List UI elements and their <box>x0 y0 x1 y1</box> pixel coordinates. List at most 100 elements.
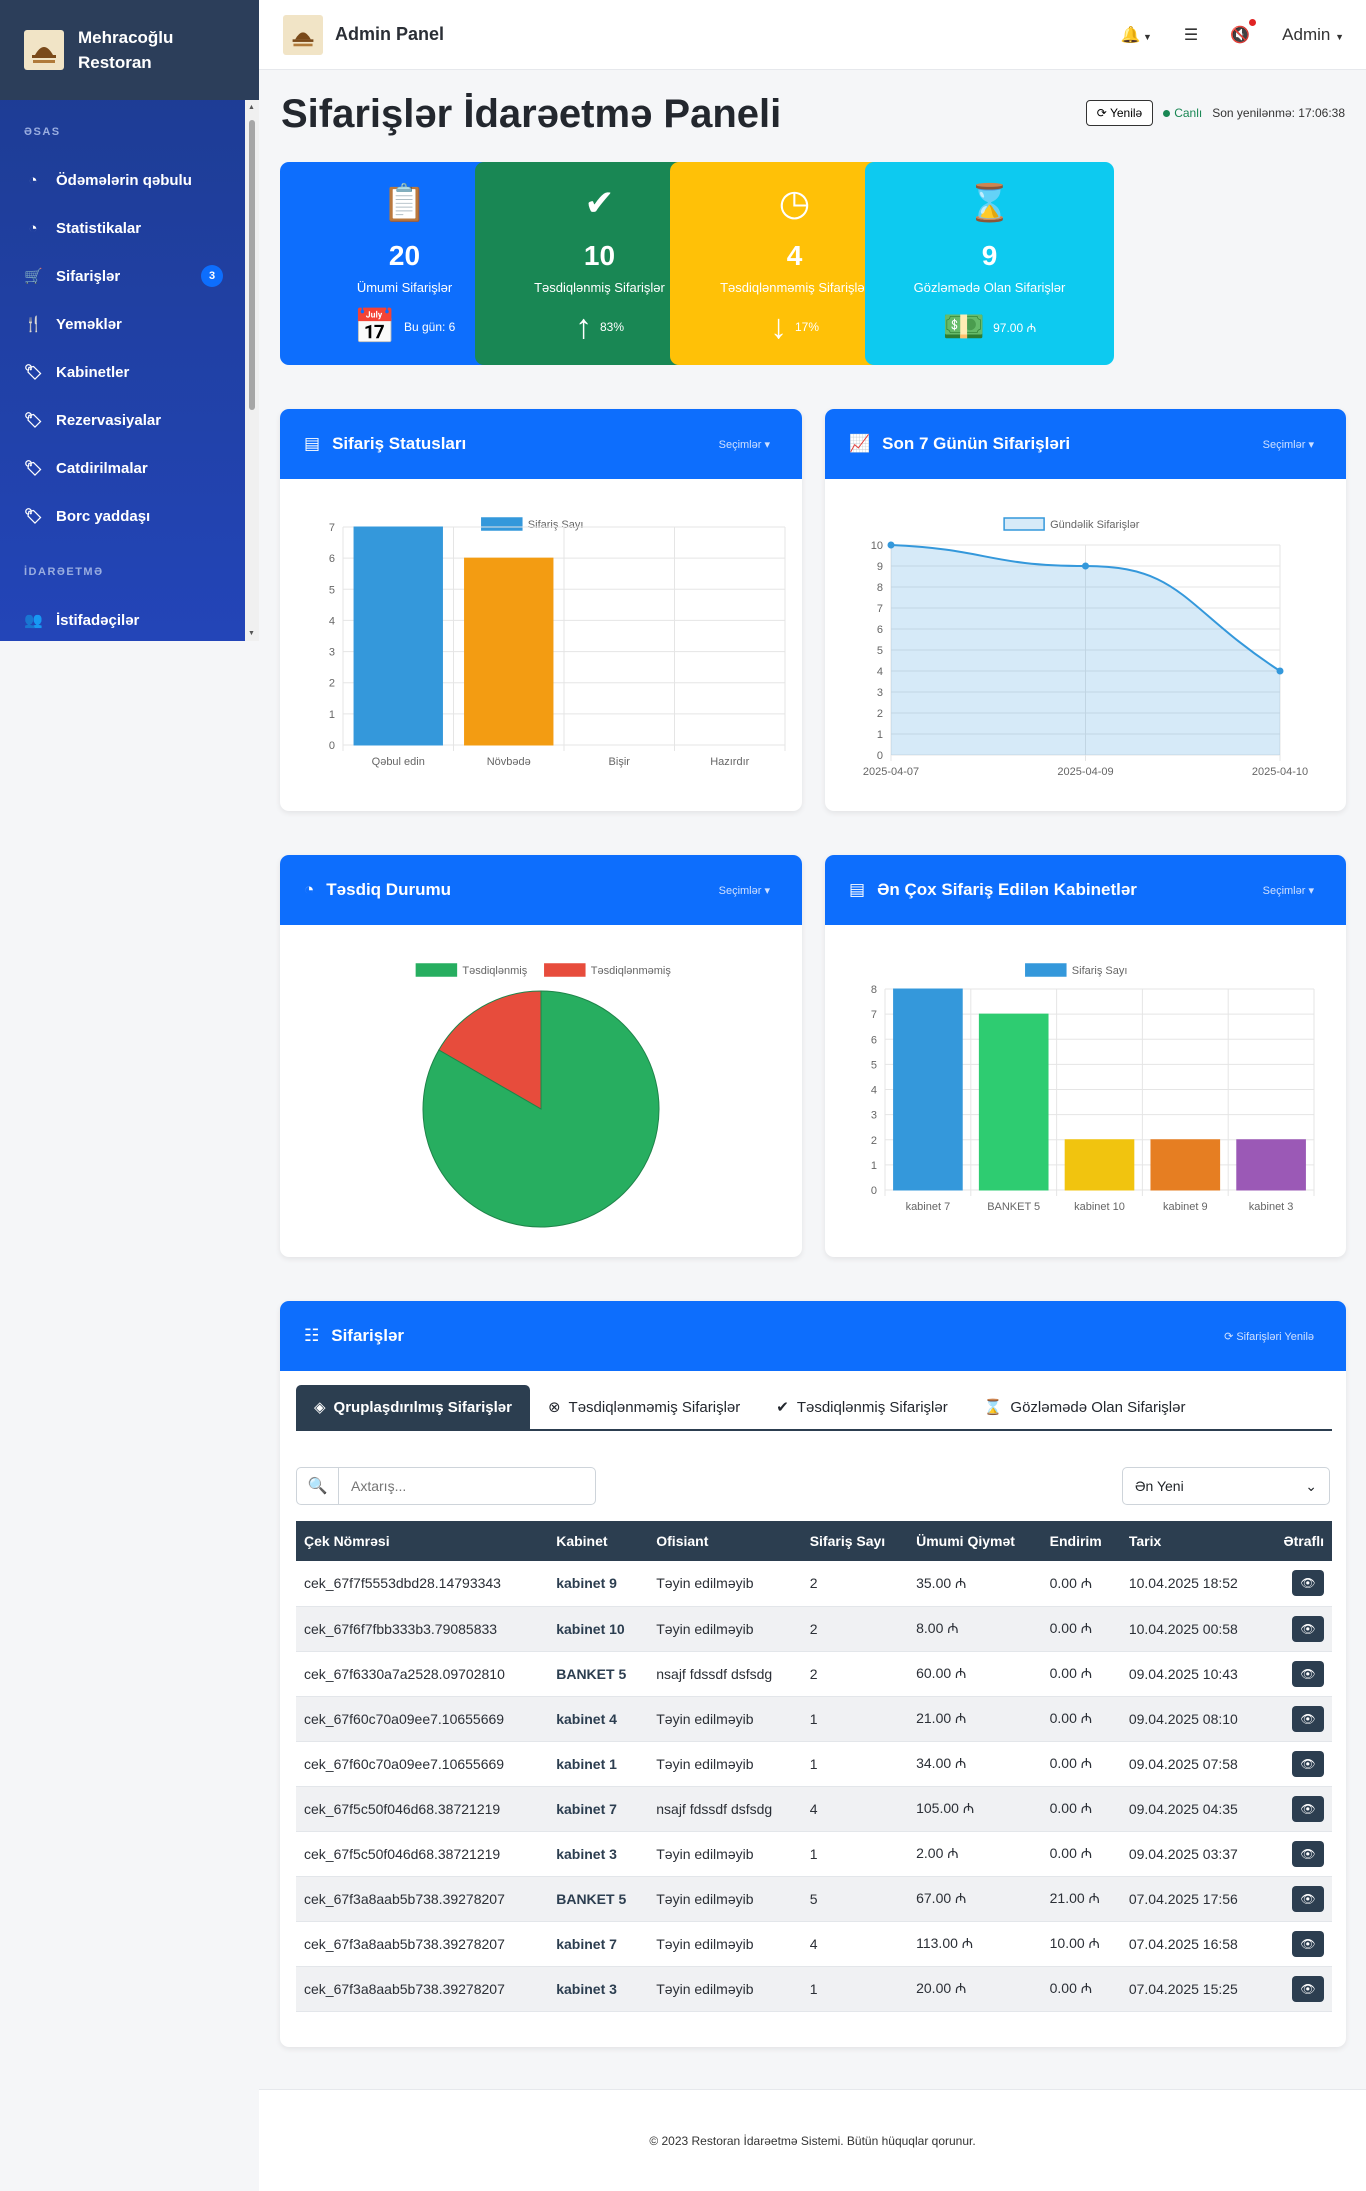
y-tick-label: 5 <box>871 1059 877 1071</box>
pie-slice <box>422 990 660 1228</box>
tab-unapproved-orders[interactable]: ⊗ Təsdiqlənməmiş Sifarişlər <box>547 1398 741 1417</box>
panel-header: ▤ Ən Çox Sifariş Edilən Kabinetlər Seçim… <box>825 855 1346 925</box>
y-tick-label: 4 <box>877 666 883 678</box>
table-row[interactable]: cek_67f5c50f046d68.38721219 kabinet 7 nsaj… <box>296 1786 1332 1832</box>
table-row[interactable]: cek_67f5c50f046d68.38721219 kabinet 3 Təyi… <box>296 1831 1332 1877</box>
user-menu[interactable]: Admin ▼ <box>1282 25 1344 45</box>
data-point <box>887 541 895 549</box>
bell-icon: 🔔 <box>1120 27 1141 44</box>
eye-icon: 👁 <box>1300 1576 1316 1591</box>
view-details-button[interactable]: 👁 <box>1292 1885 1324 1912</box>
money-bill-icon: 💵 <box>942 308 986 346</box>
sidebar-scrollbar[interactable]: ▲ ▼ <box>245 100 259 641</box>
sidebar-brand[interactable]: Mehracoğlu Restoran <box>0 0 259 100</box>
date-cell: 07.04.2025 15:25 <box>1120 1966 1267 2012</box>
eye-icon: 👁 <box>1300 1756 1316 1771</box>
table-row[interactable]: cek_67f3a8aab5b738.39278207 kabinet 3 Təyi… <box>296 1966 1332 2012</box>
view-details-button[interactable]: 👁 <box>1292 1705 1324 1732</box>
sidebar-menu: ƏSAS ◔ Ödəmələrin qəbulu ◔ Statistikalar 🛒 Si… <box>0 100 259 641</box>
chart-bar-icon: ▤ <box>849 880 866 899</box>
x-tick-label: 2025-04-09 <box>1057 766 1113 778</box>
stat-label: Ümumi Sifarişlər <box>356 280 453 295</box>
sidebar-item-label: Kabinetler <box>56 363 130 381</box>
table-row[interactable]: cek_67f3a8aab5b738.39278207 kabinet 7 Təyi… <box>296 1921 1332 1967</box>
live-indicator: Canlı <box>1163 106 1202 120</box>
search-icon[interactable]: 🔍 <box>297 1468 339 1504</box>
sidebar-item[interactable]: 🏷 Rezervasiyalar <box>0 396 259 444</box>
sort-select[interactable]: Ən Yeni ⌄ <box>1122 1467 1330 1505</box>
options-dropdown[interactable]: Seçimlər ▾ <box>1262 884 1314 897</box>
sidebar-item[interactable]: 🏷 Catdirilmalar <box>0 444 259 492</box>
waiter-cell: nsajf fdssdf dsfsdg <box>648 1651 802 1697</box>
restaurant-logo-icon <box>32 47 56 63</box>
tab-pending-orders[interactable]: ⌛ Gözləmədə Olan Sifarişlər <box>983 1398 1186 1417</box>
column-header[interactable]: Sifariş Sayı <box>801 1521 909 1561</box>
view-details-button[interactable]: 👁 <box>1292 1930 1324 1957</box>
options-dropdown[interactable]: Seçimlər ▾ <box>1262 438 1314 451</box>
column-header[interactable]: Kabinet <box>548 1521 649 1561</box>
sidebar-item[interactable]: 🏷 Kabinetler <box>0 348 259 396</box>
table-row[interactable]: cek_67f60c70a09ee7.10655669 kabinet 1 Təyi… <box>296 1741 1332 1787</box>
y-tick-label: 2 <box>877 708 883 720</box>
search-input[interactable] <box>339 1478 579 1494</box>
details-cell: 👁 <box>1266 1921 1332 1967</box>
sidebar-item[interactable]: 🍴 Yeməklər <box>0 300 259 348</box>
tag-icon: 🏷 <box>24 364 44 381</box>
count-badge: 3 <box>201 265 223 287</box>
refresh-button[interactable]: ⟳ Yenilə <box>1085 100 1154 126</box>
scroll-up-icon[interactable]: ▲ <box>248 104 255 111</box>
total-price-cell: 60.00 ₼ <box>908 1651 1042 1697</box>
view-details-button[interactable]: 👁 <box>1292 1795 1324 1822</box>
topbar-logo[interactable] <box>283 14 323 55</box>
sidebar-item[interactable]: ◔ Statistikalar <box>0 204 259 252</box>
scroll-down-icon[interactable]: ▼ <box>248 630 255 637</box>
column-header[interactable]: Tarix <box>1120 1521 1267 1561</box>
table-row[interactable]: cek_67f6330a7a2528.09702810 BANKET 5 nsajf… <box>296 1651 1332 1697</box>
legend-swatch <box>1003 517 1045 531</box>
view-details-button[interactable]: 👁 <box>1292 1975 1324 2002</box>
sliders-icon: ☰ <box>1183 27 1199 44</box>
sound-toggle-button[interactable]: 🔇 <box>1230 19 1257 45</box>
view-details-button[interactable]: 👁 <box>1292 1615 1324 1642</box>
sidebar-scroll-thumb[interactable] <box>249 120 255 410</box>
waiter-cell: Təyin edilməyib <box>648 1606 802 1652</box>
x-tick-label: 2025-04-10 <box>1252 766 1308 778</box>
hourglass-icon: ⌛ <box>983 1399 1003 1416</box>
tab-grouped-orders[interactable]: ◈ Qruplaşdırılmış Sifarişlər <box>296 1385 530 1429</box>
cabinet-cell: kabinet 7 <box>548 1786 649 1832</box>
sidebar-item[interactable]: 🏷 Borc yaddaşı <box>0 492 259 540</box>
stat-card[interactable]: ⌛ 9 Gözləmədə Olan Sifarişlər 💵 97.00 ₼ <box>865 162 1114 365</box>
options-dropdown[interactable]: Seçimlər ▾ <box>718 884 770 897</box>
x-tick-label: BANKET 5 <box>987 1201 1040 1213</box>
options-dropdown[interactable]: Seçimlər ▾ <box>718 438 770 451</box>
table-row[interactable]: cek_67f7f5553dbd28.14793343 kabinet 9 Təyi… <box>296 1561 1332 1607</box>
table-row[interactable]: cek_67f60c70a09ee7.10655669 kabinet 4 Təyi… <box>296 1696 1332 1742</box>
tab-approved-orders[interactable]: ✔ Təsdiqlənmiş Sifarişlər <box>776 1398 948 1417</box>
sidebar-item[interactable]: 🛒 Sifarişlər 3 <box>0 252 259 300</box>
legend-label: Sifariş Sayı <box>528 519 584 531</box>
view-details-button[interactable]: 👁 <box>1292 1750 1324 1777</box>
table-row[interactable]: cek_67f3a8aab5b738.39278207 BANKET 5 Təyin… <box>296 1876 1332 1922</box>
waiter-cell: Təyin edilməyib <box>648 1921 802 1967</box>
column-header[interactable]: Ümumi Qiymət <box>908 1521 1042 1561</box>
details-cell: 👁 <box>1266 1966 1332 2012</box>
notifications-button[interactable]: 🔔 ▼ <box>1121 25 1152 45</box>
tag-icon: 🏷 <box>24 412 44 429</box>
sidebar-item[interactable]: 👥 İstifadəçilər <box>0 596 259 641</box>
order-count-cell: 4 <box>801 1921 909 1967</box>
view-details-button[interactable]: 👁 <box>1292 1840 1324 1867</box>
refresh-orders-button[interactable]: ⟳ Sifarişləri Yenilə <box>1224 1330 1314 1343</box>
settings-sliders-button[interactable]: ☰ <box>1184 25 1198 45</box>
column-header[interactable]: Ətraflı <box>1266 1521 1332 1561</box>
y-tick-label: 2 <box>871 1135 877 1147</box>
view-details-button[interactable]: 👁 <box>1292 1660 1324 1687</box>
sidebar-item[interactable]: ◔ Ödəmələrin qəbulu <box>0 156 259 204</box>
sidebar-item-label: Sifarişlər <box>56 267 121 285</box>
view-details-button[interactable]: 👁 <box>1292 1570 1324 1597</box>
column-header[interactable]: Çek Nömrəsi <box>296 1521 549 1561</box>
table-row[interactable]: cek_67f6f7fbb333b3.79085833 kabinet 10 Təy… <box>296 1606 1332 1652</box>
y-tick-label: 7 <box>877 603 883 615</box>
column-header[interactable]: Ofisiant <box>648 1521 802 1561</box>
date-cell: 07.04.2025 17:56 <box>1120 1876 1267 1922</box>
column-header[interactable]: Endirim <box>1041 1521 1121 1561</box>
